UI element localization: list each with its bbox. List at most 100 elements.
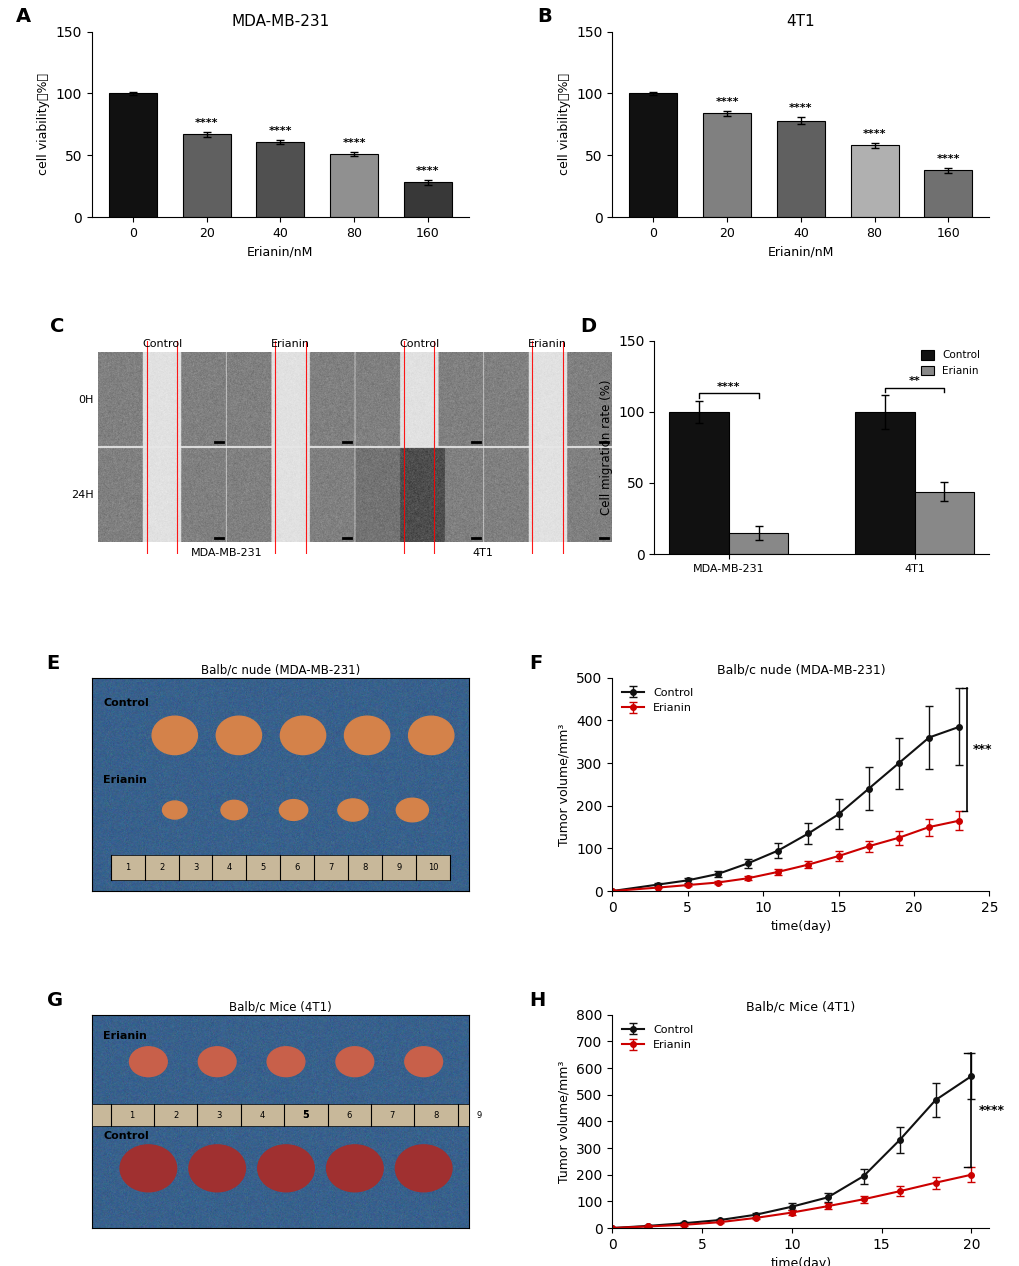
Text: Control: Control <box>103 1132 149 1142</box>
Bar <box>110 855 449 880</box>
Text: 3: 3 <box>216 1110 221 1119</box>
Ellipse shape <box>216 717 261 755</box>
Ellipse shape <box>198 1047 235 1076</box>
Title: Balb/c nude (MDA-MB-231): Balb/c nude (MDA-MB-231) <box>715 663 884 676</box>
Text: 8: 8 <box>362 863 368 872</box>
Text: 7: 7 <box>389 1110 394 1119</box>
Ellipse shape <box>396 799 428 822</box>
Text: F: F <box>529 655 542 674</box>
Bar <box>629 94 677 216</box>
Ellipse shape <box>152 717 198 755</box>
Text: 2: 2 <box>159 863 164 872</box>
Bar <box>923 170 971 216</box>
Title: 4T1: 4T1 <box>786 14 814 29</box>
Text: 24H: 24H <box>70 490 94 500</box>
Ellipse shape <box>395 1144 451 1191</box>
Ellipse shape <box>335 1047 373 1076</box>
Text: Control: Control <box>103 699 149 709</box>
Ellipse shape <box>409 717 453 755</box>
X-axis label: Erianin/nM: Erianin/nM <box>247 246 313 258</box>
Text: 1: 1 <box>125 863 130 872</box>
Text: 3: 3 <box>193 863 198 872</box>
Text: ****: **** <box>789 104 812 113</box>
Ellipse shape <box>337 799 368 822</box>
Legend: Control, Erianin: Control, Erianin <box>618 1020 697 1055</box>
Text: ****: **** <box>714 97 738 108</box>
Text: 4T1: 4T1 <box>473 548 493 558</box>
Text: ****: **** <box>195 118 218 128</box>
Bar <box>92 1104 469 1125</box>
Text: 2: 2 <box>173 1110 178 1119</box>
Title: Balb/c Mice (4T1): Balb/c Mice (4T1) <box>746 1000 855 1014</box>
Text: MDA-MB-231: MDA-MB-231 <box>191 548 262 558</box>
Ellipse shape <box>326 1144 383 1191</box>
Text: 9: 9 <box>476 1110 481 1119</box>
Text: ****: **** <box>342 138 366 148</box>
Text: Control: Control <box>142 339 182 349</box>
Ellipse shape <box>267 1047 305 1076</box>
Text: 4: 4 <box>226 863 232 872</box>
Text: 7: 7 <box>328 863 333 872</box>
Bar <box>109 94 157 216</box>
Text: H: H <box>529 991 545 1010</box>
Text: 8: 8 <box>433 1110 438 1119</box>
Bar <box>330 154 378 216</box>
Ellipse shape <box>258 1144 314 1191</box>
Legend: Control, Erianin: Control, Erianin <box>916 346 983 380</box>
Text: 5: 5 <box>303 1110 308 1119</box>
Bar <box>404 182 451 216</box>
Ellipse shape <box>189 1144 246 1191</box>
Bar <box>702 113 750 216</box>
Text: 5: 5 <box>261 863 266 872</box>
Bar <box>854 411 914 555</box>
Y-axis label: Cell migration rate (%): Cell migration rate (%) <box>599 380 611 515</box>
Text: Erianin: Erianin <box>271 339 310 349</box>
Text: ****: **** <box>716 382 740 392</box>
Text: ****: **** <box>977 1104 1004 1117</box>
Text: G: G <box>47 991 62 1010</box>
Bar <box>729 533 788 555</box>
Text: ****: **** <box>935 154 959 163</box>
X-axis label: time(day): time(day) <box>769 1257 830 1266</box>
Text: Erianin: Erianin <box>103 1031 147 1041</box>
Ellipse shape <box>120 1144 176 1191</box>
Ellipse shape <box>344 717 389 755</box>
Bar <box>914 491 973 555</box>
Bar <box>182 134 230 216</box>
Ellipse shape <box>129 1047 167 1076</box>
Text: ****: **** <box>416 166 439 176</box>
Bar <box>668 411 729 555</box>
Text: D: D <box>580 318 596 337</box>
Ellipse shape <box>162 801 186 819</box>
X-axis label: time(day): time(day) <box>769 920 830 933</box>
Text: 9: 9 <box>396 863 401 872</box>
Text: 6: 6 <box>294 863 300 872</box>
Text: Control: Control <box>398 339 439 349</box>
Y-axis label: Tumor volume/mm³: Tumor volume/mm³ <box>557 723 570 846</box>
X-axis label: Erianin/nM: Erianin/nM <box>767 246 834 258</box>
Title: Balb/c Mice (4T1): Balb/c Mice (4T1) <box>229 1000 331 1014</box>
Text: 4: 4 <box>260 1110 265 1119</box>
Text: 0H: 0H <box>77 395 94 405</box>
Text: **: ** <box>908 376 920 386</box>
Text: ***: *** <box>972 743 991 756</box>
Text: C: C <box>50 318 64 337</box>
Text: A: A <box>16 8 32 27</box>
Text: ****: **** <box>862 129 886 139</box>
Text: Erianin: Erianin <box>528 339 567 349</box>
Ellipse shape <box>405 1047 442 1076</box>
Y-axis label: Tumor volume/mm³: Tumor volume/mm³ <box>557 1060 570 1182</box>
Bar <box>776 120 824 216</box>
Text: B: B <box>536 8 551 27</box>
Text: Erianin: Erianin <box>103 775 147 785</box>
Text: E: E <box>47 655 60 674</box>
Y-axis label: cell viability（%）: cell viability（%） <box>37 73 50 176</box>
Y-axis label: cell viability（%）: cell viability（%） <box>557 73 570 176</box>
Text: 10: 10 <box>427 863 438 872</box>
Text: 5: 5 <box>302 1110 309 1120</box>
Title: MDA-MB-231: MDA-MB-231 <box>231 14 329 29</box>
Text: ****: **** <box>268 127 291 137</box>
Ellipse shape <box>280 717 325 755</box>
Ellipse shape <box>221 800 248 819</box>
Text: 1: 1 <box>129 1110 135 1119</box>
